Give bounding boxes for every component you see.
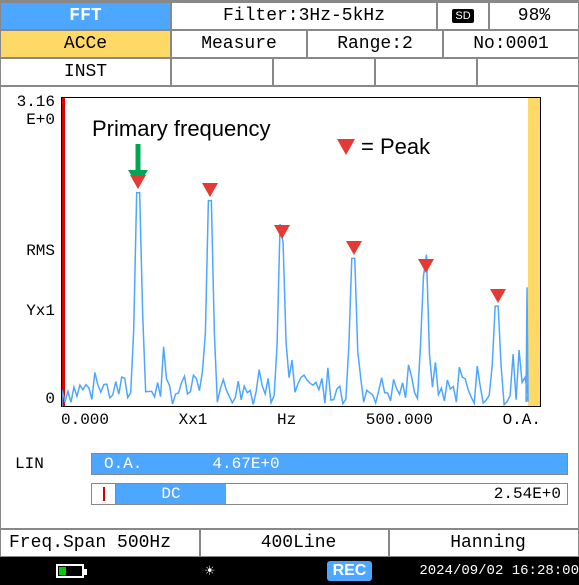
rec-indicator: REC	[280, 557, 420, 585]
datetime-display: 2024/09/02 16:28:00	[419, 557, 579, 585]
header-row-2: ACCe Measure Range:2 No:0001	[0, 30, 579, 58]
battery-icon	[56, 564, 84, 578]
brightness-indicator: ☀	[140, 557, 280, 585]
ylabel-yx1: Yx1	[26, 302, 55, 320]
xlabel-3: 500.000	[366, 411, 433, 440]
ylabel-rms: RMS	[26, 242, 55, 260]
storage-pct: 98%	[489, 2, 579, 30]
footer-row-1: Freq.Span 500Hz 400Line Hanning	[0, 529, 579, 557]
oa-bar-label: O.A.	[104, 455, 142, 473]
peak-marker-icon	[346, 241, 362, 255]
sd-badge: SD	[452, 9, 473, 23]
line-setting[interactable]: 400Line	[200, 529, 389, 557]
status-bar: ☀ REC 2024/09/02 16:28:00	[0, 557, 579, 585]
peak-marker-icon	[418, 259, 434, 273]
oa-bar-display[interactable]: O.A. 4.67E+0	[91, 453, 568, 475]
lin-row: LIN O.A. 4.67E+0	[11, 452, 568, 476]
peak-marker-icon	[274, 225, 290, 239]
acce-cell[interactable]: ACCe	[0, 30, 171, 58]
window-setting[interactable]: Hanning	[389, 529, 579, 557]
x-axis-labels: 0.000 Xx1 Hz 500.000 O.A.	[61, 411, 541, 440]
empty-cell-4	[477, 58, 579, 86]
dc-bar-label: DC	[116, 484, 226, 504]
range-cell: Range:2	[307, 30, 443, 58]
device-screen: FFT Filter:3Hz-5kHz SD 98% ACCe Measure …	[0, 0, 579, 585]
ylabel-zero: 0	[45, 390, 55, 408]
ylabel-top: 3.16	[17, 93, 55, 111]
xlabel-1: Xx1	[179, 411, 208, 440]
lin-label: LIN	[11, 455, 91, 473]
ylabel-top-exp: E+0	[26, 111, 55, 129]
no-cell: No:0001	[443, 30, 579, 58]
rec-badge: REC	[327, 561, 373, 581]
plot-box[interactable]: Primary frequency = Peak	[61, 97, 541, 407]
sun-icon: ☀	[205, 561, 215, 581]
peak-marker-icon	[130, 175, 146, 189]
header-row-1: FFT Filter:3Hz-5kHz SD 98%	[0, 0, 579, 30]
dc-bar-display[interactable]: DC 2.54E+0	[91, 483, 568, 505]
measure-cell[interactable]: Measure	[171, 30, 307, 58]
peak-marker-icon	[202, 183, 218, 197]
peak-legend: = Peak	[337, 134, 430, 160]
bottom-bars: LIN O.A. 4.67E+0 DC 2.54E+0	[11, 452, 568, 506]
header-row-3: INST	[0, 58, 579, 86]
empty-cell-2	[273, 58, 375, 86]
inst-cell[interactable]: INST	[0, 58, 171, 86]
xlabel-4: O.A.	[503, 411, 541, 440]
battery-indicator	[0, 557, 140, 585]
empty-cell-1	[171, 58, 273, 86]
peak-triangle-icon	[337, 139, 355, 155]
dc-row: DC 2.54E+0	[11, 482, 568, 506]
peak-marker-icon	[490, 289, 506, 303]
freq-span[interactable]: Freq.Span 500Hz	[0, 529, 200, 557]
mode-fft[interactable]: FFT	[0, 2, 171, 30]
sd-indicator: SD	[437, 2, 489, 30]
filter-display: Filter:3Hz-5kHz	[171, 2, 437, 30]
chart-area: 3.16 E+0 RMS Yx1 0 Primary frequency	[0, 86, 579, 529]
dc-bar-value: 2.54E+0	[226, 484, 567, 504]
xlabel-0: 0.000	[61, 411, 109, 440]
oa-bar-value: 4.67E+0	[212, 455, 279, 473]
dc-marker-icon	[92, 484, 116, 504]
empty-cell-3	[375, 58, 477, 86]
peak-legend-text: = Peak	[361, 134, 430, 160]
primary-freq-label: Primary frequency	[92, 116, 271, 142]
xlabel-2: Hz	[277, 411, 296, 440]
